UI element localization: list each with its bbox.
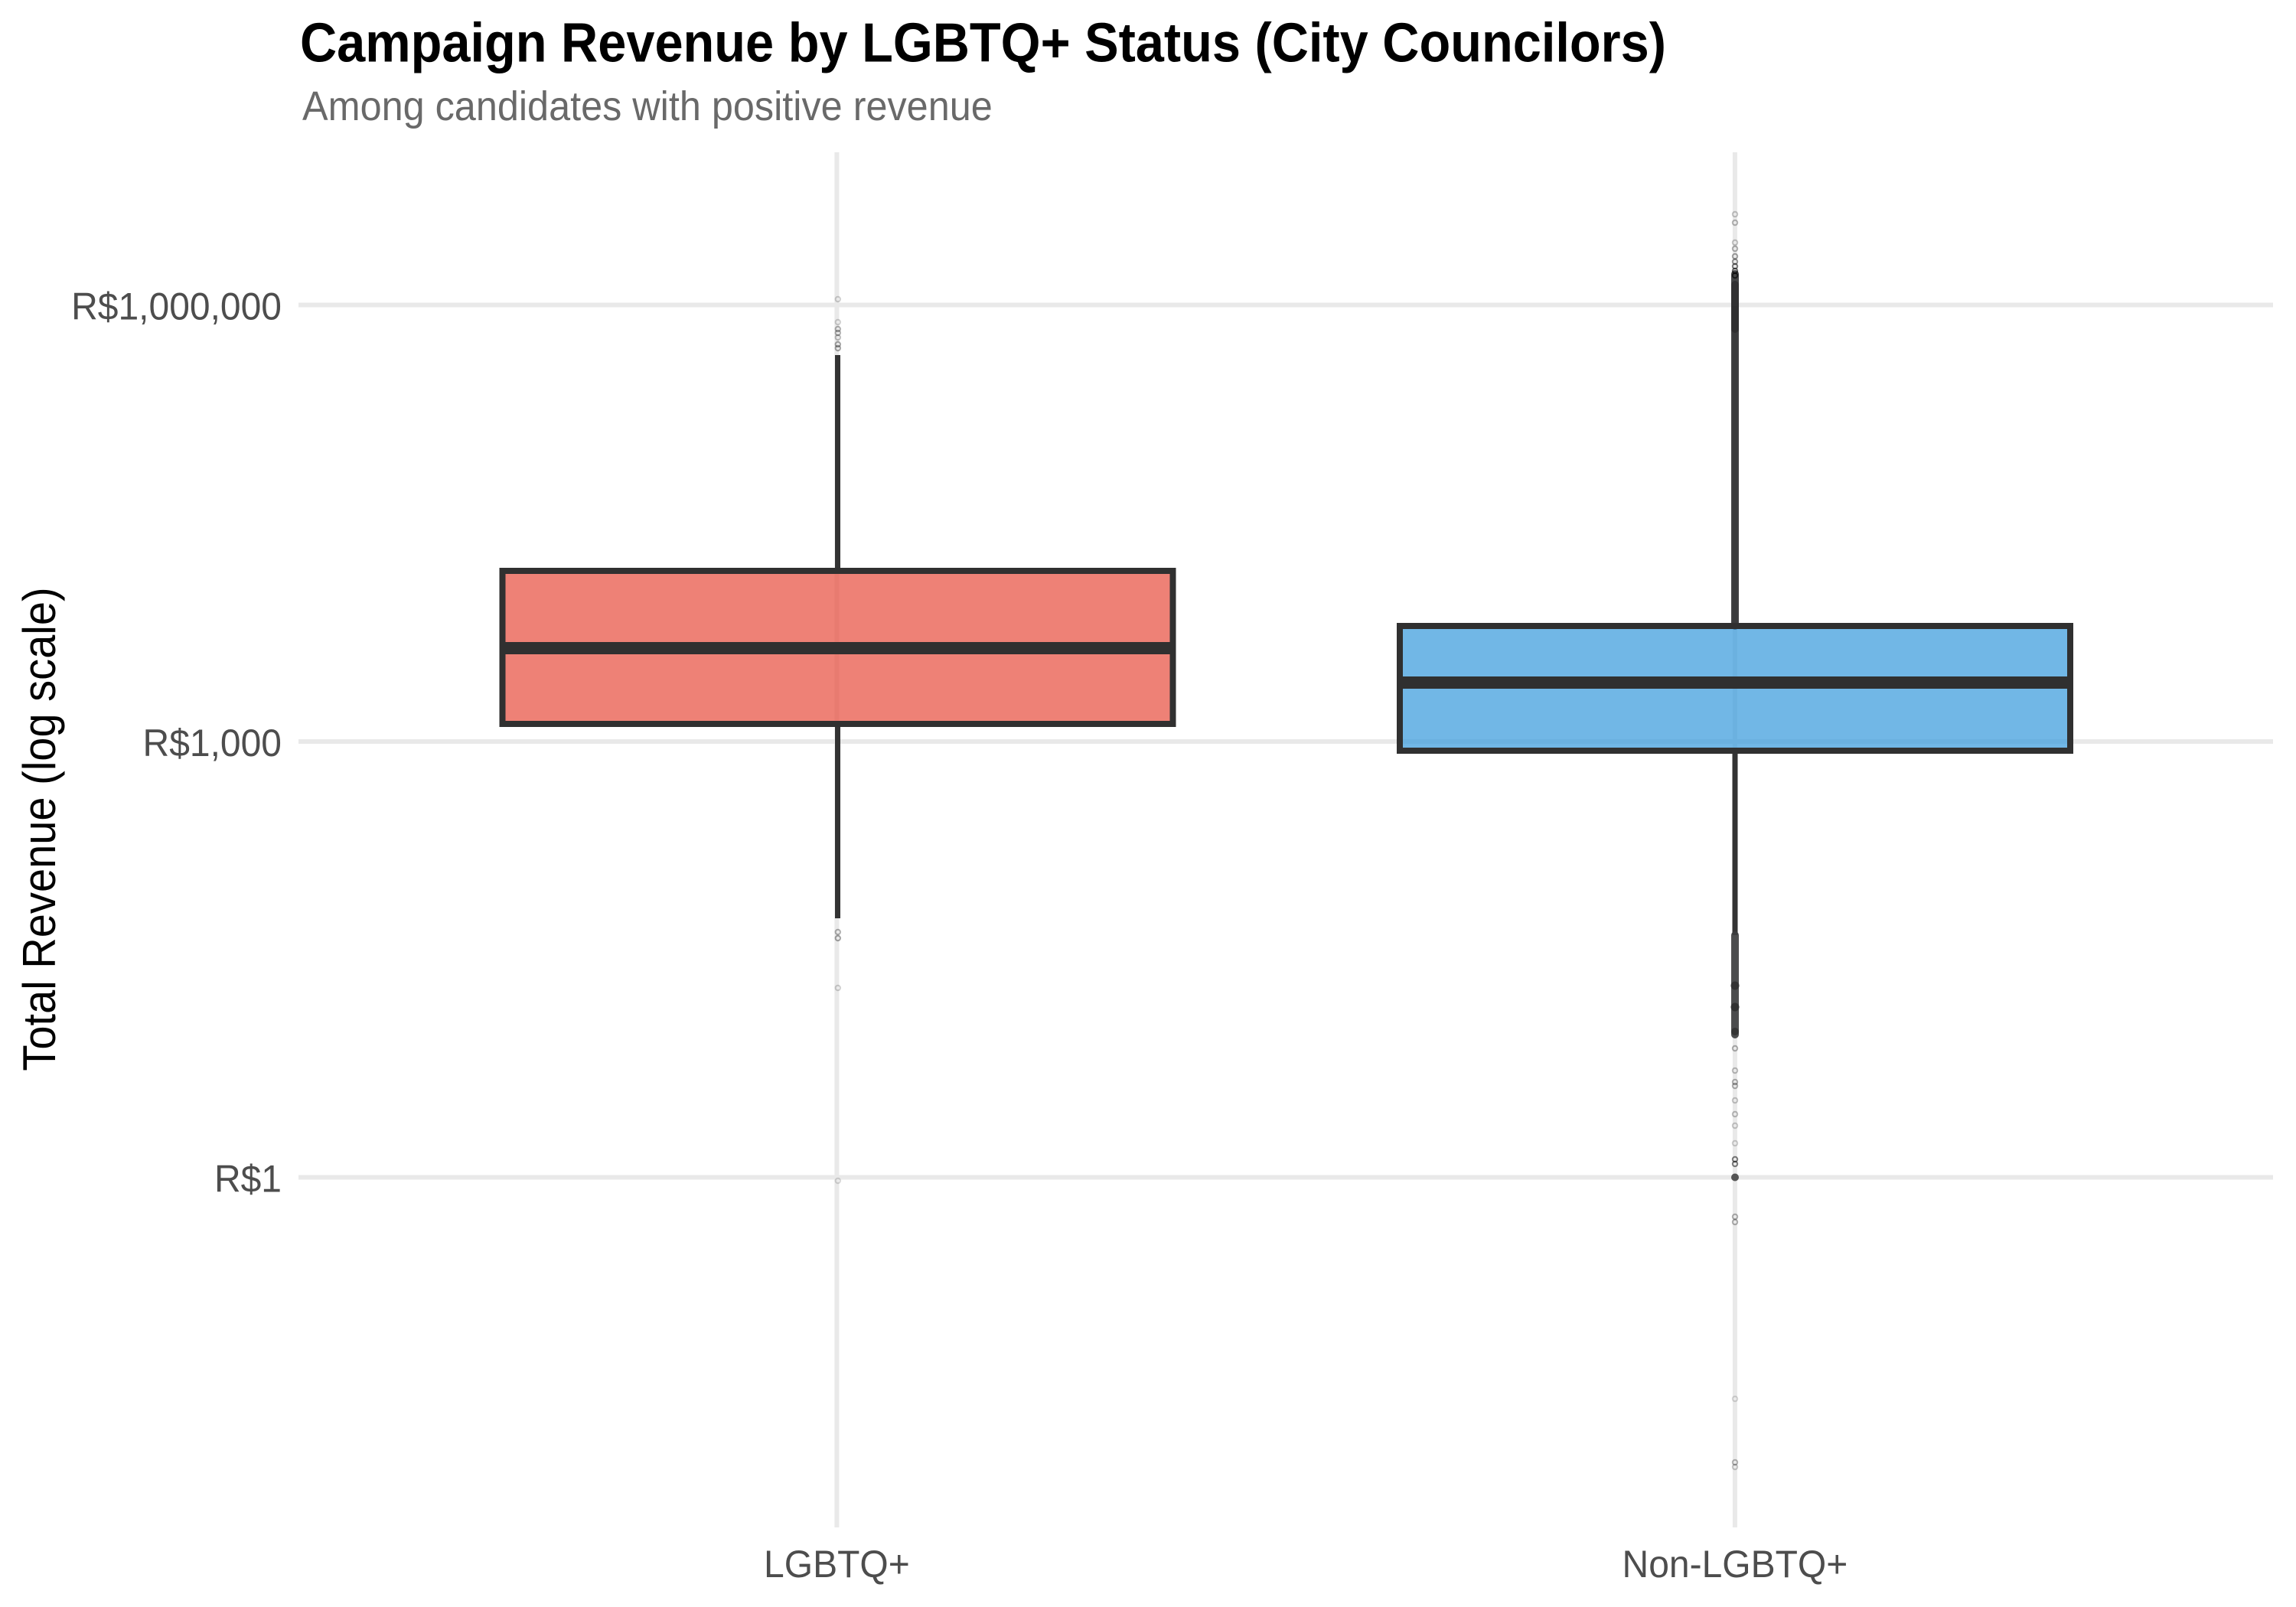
svg-text:Non-LGBTQ+: Non-LGBTQ+ [1623, 1543, 1848, 1586]
svg-text:R$1: R$1 [214, 1159, 282, 1201]
svg-text:R$1,000,000: R$1,000,000 [71, 286, 282, 328]
svg-text:LGBTQ+: LGBTQ+ [764, 1543, 910, 1586]
svg-text:Among candidates with positive: Among candidates with positive revenue [302, 83, 993, 129]
svg-text:Total Revenue (log scale): Total Revenue (log scale) [14, 587, 65, 1071]
svg-text:R$1,000: R$1,000 [143, 722, 282, 764]
svg-text:Campaign Revenue by LGBTQ+ Sta: Campaign Revenue by LGBTQ+ Status (City … [300, 11, 1666, 73]
